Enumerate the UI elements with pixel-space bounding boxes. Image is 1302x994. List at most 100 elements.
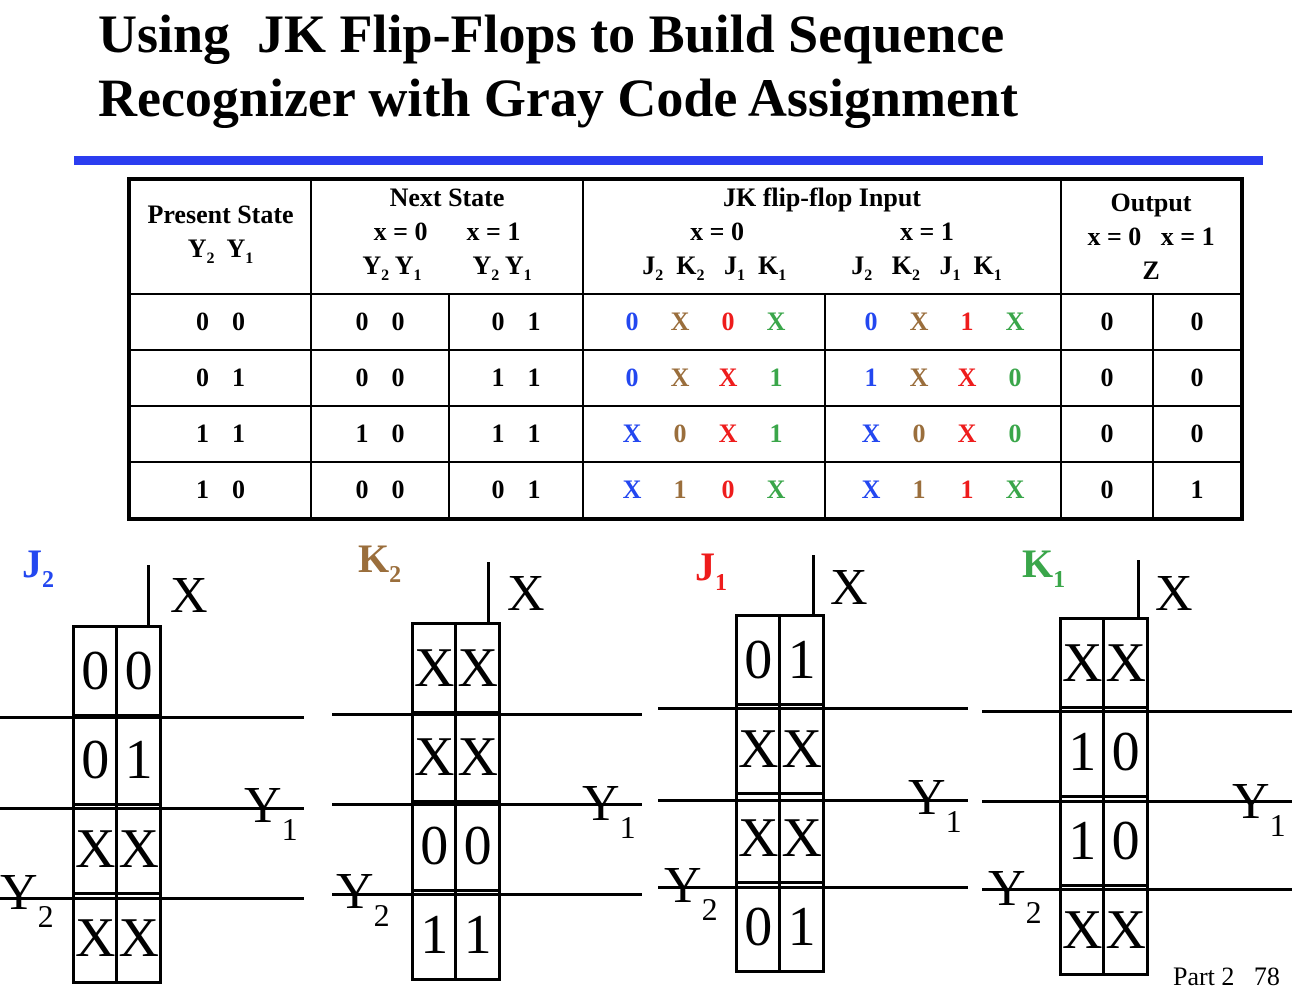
kmap-cell: X [115, 803, 162, 895]
kmap-cell: 1 [115, 714, 162, 806]
kmap-x-label: X [170, 567, 208, 624]
kmap-y2-label: Y2 [664, 857, 718, 928]
kmap-cell: X [454, 711, 501, 803]
kmap-cell: X [734, 792, 782, 884]
output-x0-cell: 0 [1060, 349, 1154, 407]
kmap-cell: X [1102, 884, 1149, 976]
kmap-cell: 1 [778, 614, 825, 706]
page-title: Using JK Flip-Flops to Build Sequence Re… [98, 2, 1248, 130]
kmap-cell: 0 [734, 614, 782, 706]
kmap-cell: 0 [410, 800, 458, 892]
output-x0-cell: 0 [1060, 405, 1154, 463]
next-state-label: Next State [389, 183, 505, 212]
kmap-cell: X [1058, 617, 1106, 709]
kmap-cell: 0 [734, 881, 782, 973]
kmap-x-divider [487, 562, 490, 622]
next-state-bits: Y2 Y1 Y2 Y1 [362, 251, 532, 284]
kmap-cell: X [115, 892, 162, 984]
kmap-y1-label: Y1 [1232, 773, 1286, 844]
kmap-cell: X [71, 892, 119, 984]
slide-footer: Part 2 78 [1173, 962, 1280, 991]
output-x1-cell: 0 [1151, 349, 1244, 407]
kmap-y2-label: Y2 [0, 864, 54, 935]
kmap-cell: X [410, 622, 458, 714]
jk-input-label: JK flip-flop Input [723, 183, 921, 212]
header-present-state: Present State Y2 Y1 [128, 178, 312, 295]
kmap-cell: X [778, 792, 825, 884]
kmap-cell: 0 [71, 714, 119, 806]
title-line-1: Using JK Flip-Flops to Build Sequence [98, 4, 1005, 64]
header-next-state: Next State x = 0 x = 1 Y2 Y1 Y2 Y1 [310, 178, 584, 295]
kmap-cell: 1 [1058, 706, 1106, 798]
kmap-cell: 0 [454, 800, 501, 892]
kmap-cell: X [1102, 617, 1149, 709]
present-state-bits: Y2 Y1 [187, 234, 254, 267]
kmap-cell: 1 [454, 889, 501, 981]
next-state-x-values: x = 0 x = 1 [373, 217, 521, 246]
kmap-cell: X [1058, 884, 1106, 976]
kmap-title-j2: J2 [22, 541, 54, 593]
kmap-y2-label: Y2 [988, 860, 1042, 931]
header-output: Output x = 0 x = 1 Z [1059, 178, 1244, 295]
kmap-cell: 1 [1058, 795, 1106, 887]
kmap-cell: 0 [71, 625, 119, 717]
output-x0-cell: 0 [1060, 461, 1154, 520]
state-table: Present State Y2 Y1 Next State x = 0 x =… [127, 177, 1245, 521]
kmap-cell: 1 [778, 881, 825, 973]
kmap-cell: X [454, 622, 501, 714]
kmap-cell: X [71, 803, 119, 895]
kmap-x-divider [147, 565, 150, 625]
present-state-label: Present State [147, 200, 294, 229]
kmap-y1-label: Y1 [244, 777, 298, 848]
output-x0-cell: 0 [1060, 293, 1154, 351]
kmap-x-label: X [830, 559, 868, 616]
kmap-x-divider [812, 555, 815, 614]
output-label: Output [1110, 188, 1192, 217]
kmap-y2-label: Y2 [336, 863, 390, 934]
kmap-cell: X [410, 711, 458, 803]
title-divider [74, 156, 1263, 165]
kmap-x-label: X [507, 565, 545, 622]
kmap-x-label: X [1155, 565, 1193, 622]
table-header-row: Present State Y2 Y1 Next State x = 0 x =… [128, 178, 1244, 295]
title-line-2: Recognizer with Gray Code Assignment [98, 68, 1018, 128]
output-x1-cell: 0 [1151, 293, 1244, 351]
